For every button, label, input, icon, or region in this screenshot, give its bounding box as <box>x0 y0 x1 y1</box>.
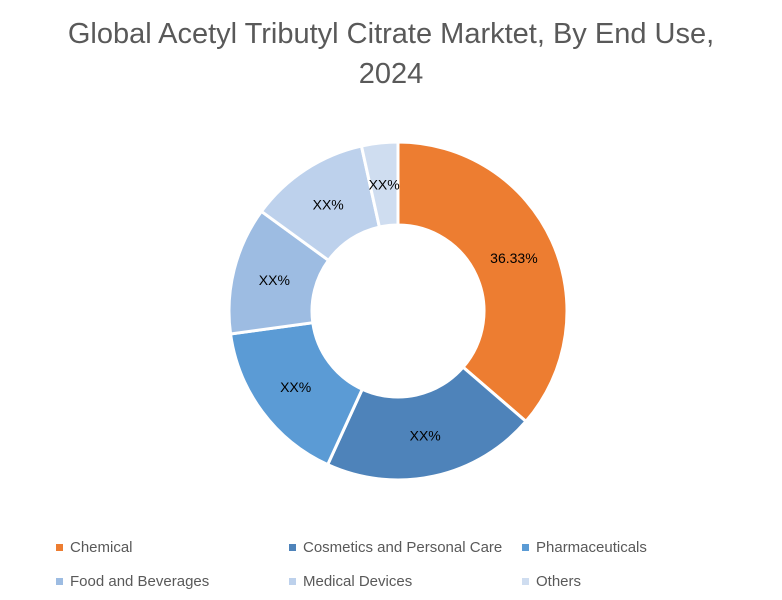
legend-label-cosmetics-and-personal-care: Cosmetics and Personal Care <box>303 539 503 556</box>
legend-item-others: Others <box>522 573 581 590</box>
chart-title-line-1: Global Acetyl Tributyl Citrate Marktet, … <box>67 18 715 50</box>
slice-cosmetics-and-personal-care <box>325 365 529 482</box>
legend-swatch-pharmaceuticals <box>522 544 529 551</box>
legend-item-cosmetics-and-personal-care: Cosmetics and Personal Care <box>289 539 502 556</box>
chart-legend: Chemical Cosmetics and Personal Care Pha… <box>0 530 782 600</box>
legend-item-pharmaceuticals: Pharmaceuticals <box>522 539 647 556</box>
legend-item-food-and-beverages: Food and Beverages <box>56 573 209 590</box>
data-label-pharmaceuticals: XX% <box>280 379 311 395</box>
chart-title: Global Acetyl Tributyl Citrate Marktet, … <box>0 14 782 94</box>
legend-item-chemical: Chemical <box>56 539 133 556</box>
legend-label-food-and-beverages: Food and Beverages <box>70 573 210 590</box>
legend-label-pharmaceuticals: Pharmaceuticals <box>536 539 647 556</box>
legend-swatch-medical-devices <box>289 578 296 585</box>
donut-chart: 36.33% XX% XX% XX% XX% XX% <box>227 140 569 482</box>
legend-swatch-others <box>522 578 529 585</box>
legend-swatch-chemical <box>56 544 63 551</box>
legend-swatch-food-and-beverages <box>56 578 63 585</box>
slice-chemical <box>396 140 569 424</box>
slice-others <box>359 140 400 229</box>
legend-item-medical-devices: Medical Devices <box>289 573 412 590</box>
data-label-others: XX% <box>369 176 400 192</box>
chart-title-line-2: 2024 <box>358 58 424 90</box>
legend-label-chemical: Chemical <box>70 539 133 556</box>
data-label-cosmetics-and-personal-care: XX% <box>410 428 441 444</box>
legend-label-others: Others <box>536 573 582 590</box>
legend-label-medical-devices: Medical Devices <box>303 573 413 590</box>
legend-swatch-cosmetics-and-personal-care <box>289 544 296 551</box>
data-label-medical-devices: XX% <box>313 196 344 212</box>
data-label-food-and-beverages: XX% <box>259 272 290 288</box>
data-label-chemical: 36.33% <box>490 250 537 266</box>
